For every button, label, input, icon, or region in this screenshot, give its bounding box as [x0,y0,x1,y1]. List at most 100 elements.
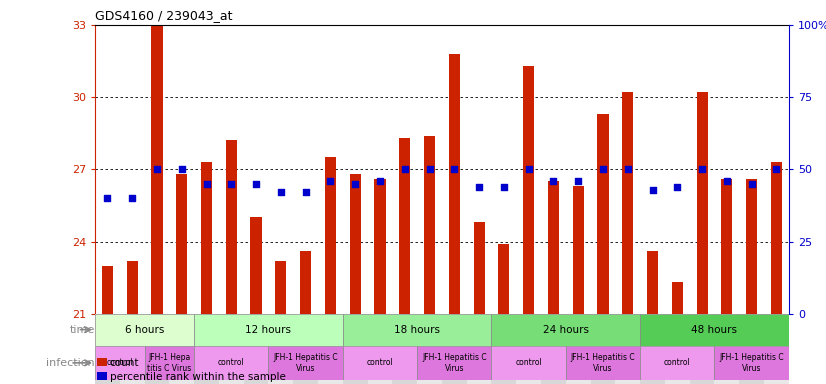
Point [770,166,783,172]
Text: control: control [367,358,393,367]
Bar [250,217,262,314]
Bar [95,346,145,380]
Text: control: control [664,358,691,367]
Bar [343,346,417,380]
Point [373,178,387,184]
Text: JFH-1 Hepa
titis C Virus: JFH-1 Hepa titis C Virus [147,353,192,372]
Bar [615,314,640,384]
Point [101,195,114,201]
Bar [491,314,516,384]
Bar [746,179,757,314]
Bar [194,346,268,380]
Text: 48 hours: 48 hours [691,324,738,334]
Bar [145,346,194,380]
Point [621,166,634,172]
Text: 6 hours: 6 hours [125,324,164,334]
Bar [201,162,212,314]
Bar [771,162,782,314]
Bar [442,314,467,384]
Text: 12 hours: 12 hours [245,324,292,334]
Bar [95,314,194,346]
Bar [714,346,789,380]
Text: GDS4160 / 239043_at: GDS4160 / 239043_at [95,9,232,22]
Bar [151,25,163,314]
Bar [293,314,318,384]
Bar [120,314,145,384]
Point [126,195,139,201]
Text: 18 hours: 18 hours [394,324,440,334]
Bar [194,314,219,384]
Point [646,187,659,193]
Point [423,166,436,172]
Bar [145,314,169,384]
Bar [640,314,789,346]
Bar [194,314,343,346]
Bar [647,251,658,314]
Bar [417,314,442,384]
Text: control: control [107,358,133,367]
Bar [300,251,311,314]
Bar [764,314,789,384]
Bar [268,314,293,384]
Bar [640,314,665,384]
Bar [374,179,386,314]
Bar [176,174,188,314]
Bar [672,283,683,314]
Bar [343,314,491,346]
Point [596,166,610,172]
Bar [318,314,343,384]
Text: control: control [218,358,244,367]
Point [572,178,585,184]
Point [398,166,411,172]
Point [472,184,486,190]
Bar [498,244,510,314]
Bar [268,346,343,380]
Bar [417,346,491,380]
Bar [169,314,194,384]
Point [448,166,461,172]
Bar [95,314,120,384]
Bar [392,314,417,384]
Bar [467,314,491,384]
Bar [424,136,435,314]
Point [299,189,312,195]
Bar [665,314,690,384]
Bar [491,314,640,346]
Bar [597,114,609,314]
Bar [696,92,708,314]
Text: time: time [69,324,95,334]
Bar [622,92,634,314]
Text: infection: infection [46,358,95,368]
Point [249,181,263,187]
Bar [349,174,361,314]
Point [150,166,164,172]
Point [225,181,238,187]
Bar [566,346,640,380]
Bar [225,141,237,314]
Bar [244,314,268,384]
Text: JFH-1 Hepatitis C
Virus: JFH-1 Hepatitis C Virus [571,353,635,372]
Point [720,178,733,184]
Bar [714,314,739,384]
Text: 24 hours: 24 hours [543,324,589,334]
Bar [572,186,584,314]
Text: JFH-1 Hepatitis C
Virus: JFH-1 Hepatitis C Virus [719,353,784,372]
Bar [399,138,411,314]
Bar [523,66,534,314]
Bar [566,314,591,384]
Bar [343,314,368,384]
Point [671,184,684,190]
Point [695,166,709,172]
Bar [449,54,460,314]
Bar [491,346,566,380]
Bar [368,314,392,384]
Bar [275,261,287,314]
Point [200,181,213,187]
Bar [721,179,733,314]
Text: JFH-1 Hepatitis C
Virus: JFH-1 Hepatitis C Virus [273,353,338,372]
Bar [102,266,113,314]
Point [497,184,510,190]
Point [175,166,188,172]
Text: control: control [515,358,542,367]
Bar [739,314,764,384]
